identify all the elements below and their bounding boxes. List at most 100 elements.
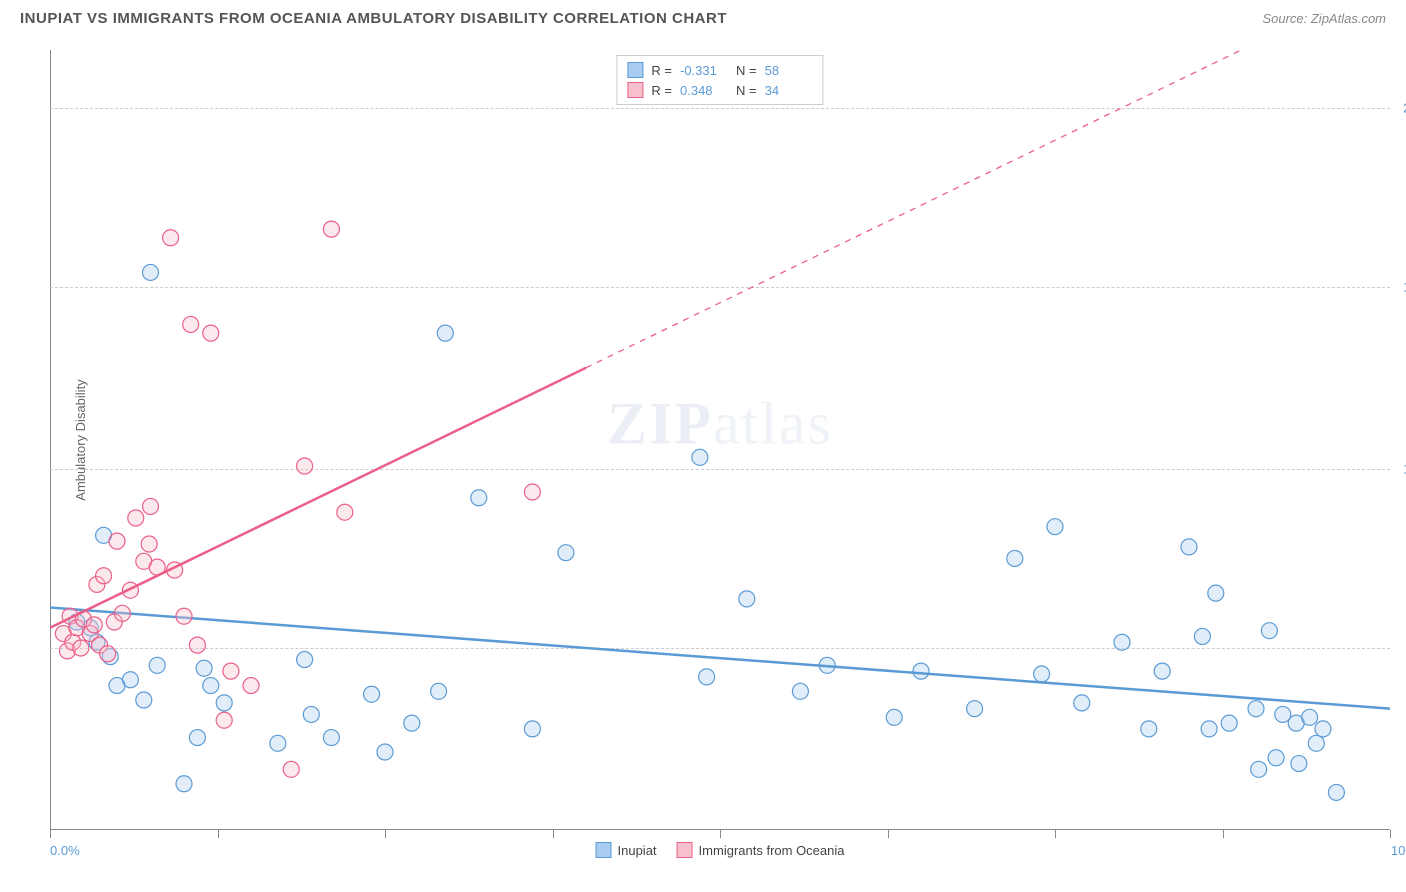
n-label: N =: [736, 83, 757, 98]
scatter-point: [739, 591, 755, 607]
scatter-point: [1302, 709, 1318, 725]
legend-label: Inupiat: [618, 843, 657, 858]
legend-swatch-blue: [627, 62, 643, 78]
n-label: N =: [736, 63, 757, 78]
legend-item: Immigrants from Oceania: [677, 842, 845, 858]
scatter-point: [792, 683, 808, 699]
trend-line-solid: [50, 368, 586, 628]
y-tick-label: 12.5%: [1392, 461, 1406, 476]
series-legend: Inupiat Immigrants from Oceania: [596, 842, 845, 858]
scatter-point: [270, 735, 286, 751]
scatter-point: [1291, 756, 1307, 772]
x-tick: [1055, 830, 1056, 838]
scatter-point: [524, 484, 540, 500]
scatter-point: [471, 490, 487, 506]
chart-svg: [50, 50, 1390, 830]
scatter-point: [109, 533, 125, 549]
scatter-point: [128, 510, 144, 526]
x-tick: [50, 830, 51, 838]
r-label: R =: [651, 63, 672, 78]
scatter-point: [136, 692, 152, 708]
legend-swatch-blue: [596, 842, 612, 858]
scatter-point: [404, 715, 420, 731]
scatter-point: [149, 657, 165, 673]
scatter-point: [203, 678, 219, 694]
x-axis-max-label: 100.0%: [1391, 843, 1406, 858]
legend-item: Inupiat: [596, 842, 657, 858]
scatter-point: [176, 608, 192, 624]
scatter-point: [196, 660, 212, 676]
scatter-point: [524, 721, 540, 737]
scatter-point: [699, 669, 715, 685]
chart-container: Ambulatory Disability ZIPatlas R = -0.33…: [50, 50, 1390, 830]
scatter-point: [283, 761, 299, 777]
x-tick: [1390, 830, 1391, 838]
scatter-point: [143, 264, 159, 280]
x-tick: [888, 830, 889, 838]
source-attribution: Source: ZipAtlas.com: [1262, 11, 1386, 26]
scatter-point: [1261, 623, 1277, 639]
scatter-point: [1221, 715, 1237, 731]
scatter-point: [364, 686, 380, 702]
scatter-point: [189, 637, 205, 653]
r-value: 0.348: [680, 83, 728, 98]
scatter-point: [163, 230, 179, 246]
scatter-point: [1154, 663, 1170, 679]
correlation-row: R = 0.348 N = 34: [627, 80, 812, 100]
scatter-point: [73, 640, 89, 656]
scatter-point: [1181, 539, 1197, 555]
scatter-point: [297, 652, 313, 668]
scatter-point: [189, 730, 205, 746]
scatter-point: [176, 776, 192, 792]
scatter-point: [1315, 721, 1331, 737]
scatter-point: [100, 646, 116, 662]
y-tick-label: 6.3%: [1392, 641, 1406, 656]
scatter-point: [303, 706, 319, 722]
scatter-point: [1308, 735, 1324, 751]
scatter-point: [1208, 585, 1224, 601]
x-tick: [553, 830, 554, 838]
scatter-point: [558, 545, 574, 561]
scatter-point: [431, 683, 447, 699]
scatter-point: [122, 672, 138, 688]
scatter-point: [1201, 721, 1217, 737]
scatter-point: [886, 709, 902, 725]
scatter-point: [216, 695, 232, 711]
x-tick: [385, 830, 386, 838]
x-axis-min-label: 0.0%: [50, 843, 80, 858]
scatter-point: [1268, 750, 1284, 766]
scatter-point: [1047, 519, 1063, 535]
scatter-point: [1034, 666, 1050, 682]
scatter-point: [967, 701, 983, 717]
r-value: -0.331: [680, 63, 728, 78]
scatter-point: [1251, 761, 1267, 777]
legend-swatch-pink: [627, 82, 643, 98]
scatter-point: [243, 678, 259, 694]
scatter-point: [223, 663, 239, 679]
scatter-point: [183, 316, 199, 332]
x-tick: [720, 830, 721, 838]
n-value: 58: [765, 63, 813, 78]
scatter-point: [337, 504, 353, 520]
scatter-point: [1328, 784, 1344, 800]
scatter-point: [297, 458, 313, 474]
scatter-point: [1194, 628, 1210, 644]
y-tick-label: 25.0%: [1392, 100, 1406, 115]
scatter-point: [1141, 721, 1157, 737]
scatter-point: [323, 730, 339, 746]
scatter-point: [203, 325, 219, 341]
x-tick: [218, 830, 219, 838]
scatter-point: [1248, 701, 1264, 717]
scatter-point: [143, 498, 159, 514]
legend-swatch-pink: [677, 842, 693, 858]
scatter-point: [141, 536, 157, 552]
scatter-point: [377, 744, 393, 760]
scatter-point: [323, 221, 339, 237]
scatter-point: [216, 712, 232, 728]
y-tick-label: 18.8%: [1392, 279, 1406, 294]
plot-area: ZIPatlas R = -0.331 N = 58 R = 0.348 N =…: [50, 50, 1390, 830]
correlation-legend: R = -0.331 N = 58 R = 0.348 N = 34: [616, 55, 823, 105]
correlation-row: R = -0.331 N = 58: [627, 60, 812, 80]
scatter-point: [692, 449, 708, 465]
scatter-point: [437, 325, 453, 341]
